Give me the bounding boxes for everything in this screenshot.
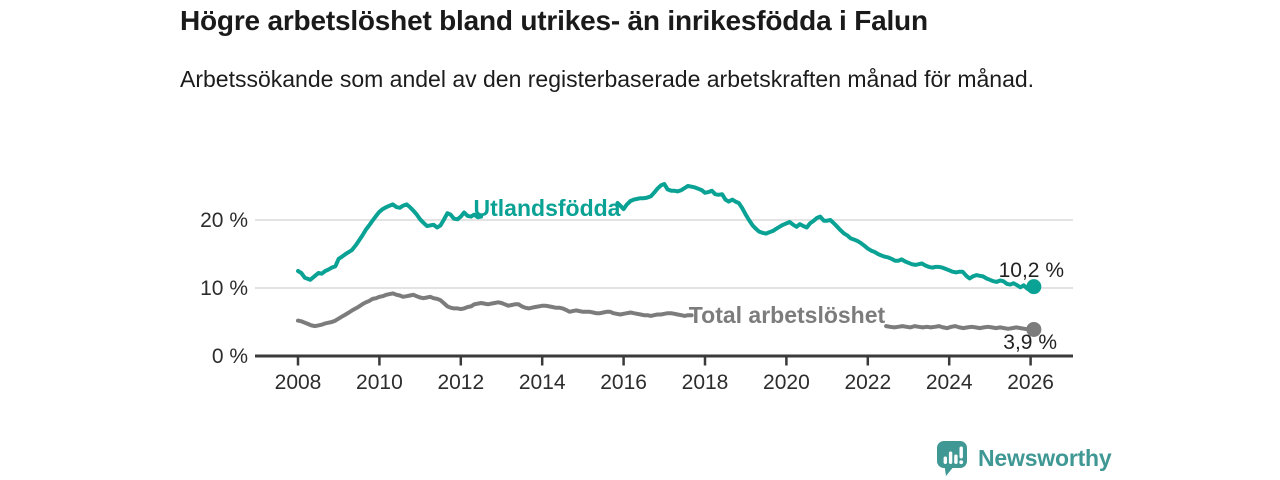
x-tick-label-2024: 2024	[926, 371, 973, 394]
chart-subtitle: Arbetssökande som andel av den registerb…	[180, 66, 1035, 92]
x-tick-label-2016: 2016	[600, 371, 647, 394]
x-tick-label-2012: 2012	[437, 371, 484, 394]
newsworthy-logo-text: Newsworthy	[978, 445, 1112, 471]
x-tick-label-2018: 2018	[682, 371, 729, 394]
end-dot-total-arbetsl-shet	[1026, 321, 1042, 337]
series-label-utlandsf-dda: Utlandsfödda	[474, 195, 621, 221]
end-dot-utlandsf-dda	[1026, 279, 1042, 295]
end-value-label-utlandsf-dda: 10,2 %	[999, 259, 1064, 282]
series-line-total-arbetsl-shet-seg1	[296, 291, 694, 329]
chart-title: Högre arbetslöshet bland utrikes- än inr…	[180, 5, 928, 36]
series-line-total-arbetsl-shet-seg2	[884, 324, 1036, 332]
x-tick-label-2020: 2020	[763, 371, 810, 394]
series-line-utlandsf-dda-seg2	[615, 182, 1036, 293]
y-tick-label-20: 20 %	[200, 209, 248, 232]
bar-chart-speech-bubble-icon	[937, 441, 967, 476]
x-tick-label-2026: 2026	[1007, 371, 1054, 394]
y-tick-label-0: 0 %	[212, 345, 248, 368]
series-line-utlandsf-dda-seg1	[296, 202, 484, 282]
end-value-label-total-arbetsl-shet: 3,9 %	[1003, 331, 1057, 354]
x-tick-label-2022: 2022	[844, 371, 891, 394]
x-tick-label-2014: 2014	[519, 371, 566, 394]
series-label-total-arbetsl-shet: Total arbetslöshet	[689, 302, 886, 328]
newsworthy-logo: Newsworthy	[936, 440, 1112, 477]
x-tick-label-2008: 2008	[275, 371, 322, 394]
x-tick-label-2010: 2010	[356, 371, 403, 394]
y-tick-label-10: 10 %	[200, 277, 248, 300]
